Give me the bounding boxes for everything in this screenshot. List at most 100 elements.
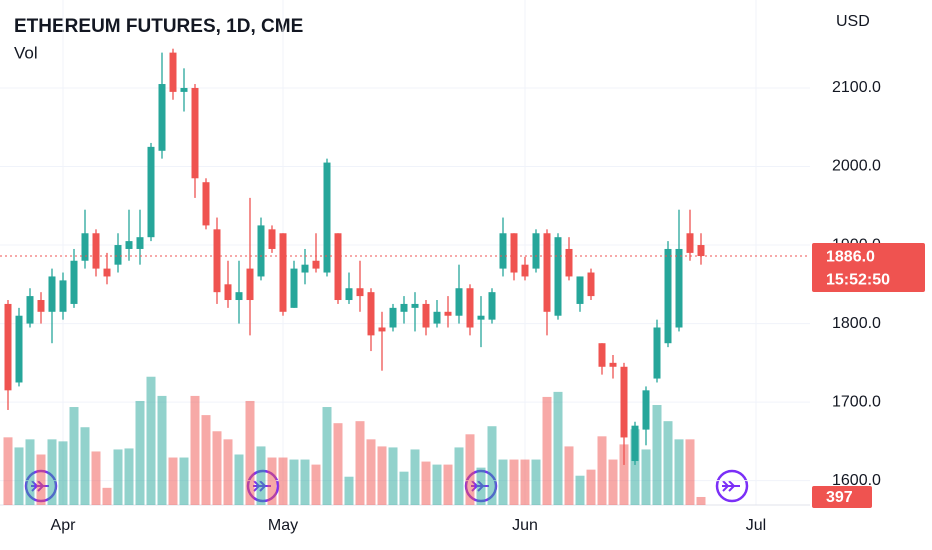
volume-bar xyxy=(135,400,145,505)
volume-bar xyxy=(388,447,398,505)
y-tick-label: 1700.0 xyxy=(832,393,881,410)
candle-body xyxy=(246,268,254,301)
candle-body xyxy=(169,52,177,92)
volume-bar xyxy=(366,439,376,505)
candle-body xyxy=(224,284,232,301)
candle-body xyxy=(147,146,155,238)
volume-bar xyxy=(80,427,90,505)
candle-body xyxy=(554,237,562,316)
volume-bar xyxy=(47,439,57,505)
candle-body xyxy=(400,303,408,312)
volume-bar xyxy=(322,407,332,505)
volume-bar xyxy=(663,421,673,505)
candle-body xyxy=(92,233,100,269)
volume-bar xyxy=(179,457,189,505)
volume-bar xyxy=(91,451,101,505)
candle-body xyxy=(367,292,375,336)
y-tick-label: 2100.0 xyxy=(832,79,881,96)
candle-body xyxy=(422,303,430,328)
candle-body xyxy=(70,260,78,304)
candle-body xyxy=(477,315,485,320)
event-marker[interactable] xyxy=(715,469,749,503)
volume-bar xyxy=(190,395,200,505)
candle-body xyxy=(543,233,551,312)
candle-body xyxy=(411,303,419,308)
candle-body xyxy=(158,84,166,151)
candle-body xyxy=(444,311,452,316)
volume-bar xyxy=(432,464,442,505)
candle-body xyxy=(37,300,45,312)
candle-body xyxy=(334,233,342,301)
candle-body xyxy=(257,225,265,277)
candle-body xyxy=(180,87,188,92)
volume-bar xyxy=(531,459,541,505)
candle-body xyxy=(609,362,617,367)
candle-body xyxy=(642,390,650,430)
candle-body xyxy=(576,276,584,304)
volume-bar xyxy=(575,475,585,505)
candle-body xyxy=(620,366,628,438)
volume-bar xyxy=(333,423,343,505)
candle-body xyxy=(290,268,298,308)
y-tick-label: 1600.0 xyxy=(832,472,881,489)
volume-bar xyxy=(344,476,354,505)
candle-body xyxy=(587,272,595,297)
volume-bar xyxy=(289,459,299,505)
candle-body xyxy=(4,303,12,391)
candle-body xyxy=(488,292,496,320)
candle-body xyxy=(653,327,661,379)
volume-bar xyxy=(3,437,13,505)
volume-bar xyxy=(487,426,497,505)
candle-body xyxy=(213,229,221,293)
volume-bar xyxy=(157,395,167,505)
chart-title: ETHEREUM FUTURES, 1D, CME xyxy=(14,16,303,37)
volume-bar xyxy=(124,448,134,505)
candle-body xyxy=(510,233,518,273)
x-tick-label: Apr xyxy=(51,517,77,534)
candle-body xyxy=(103,268,111,277)
volume-bar xyxy=(465,434,475,505)
volume-bar xyxy=(454,447,464,505)
volume-bar xyxy=(311,464,321,505)
volume-bar xyxy=(245,400,255,505)
volume-bar xyxy=(267,457,277,505)
candle-body xyxy=(136,237,144,249)
candle-body xyxy=(125,241,133,249)
volume-bar xyxy=(520,459,530,505)
volume-bar xyxy=(619,444,629,505)
volume-bar xyxy=(443,464,453,505)
volume-bar xyxy=(564,446,574,505)
volume-bar xyxy=(377,446,387,505)
candle-body xyxy=(565,248,573,277)
candle-body xyxy=(312,260,320,269)
volume-bar xyxy=(685,439,695,505)
volume-value-label: 397 xyxy=(826,489,853,506)
candle-body xyxy=(235,292,243,301)
candle-body xyxy=(686,233,694,253)
candle-body xyxy=(114,245,122,265)
volume-bar xyxy=(630,429,640,505)
candle-body xyxy=(466,288,474,328)
volume-bar xyxy=(498,459,508,505)
candle-body xyxy=(301,264,309,273)
volume-label: Vol xyxy=(14,43,38,62)
volume-bar xyxy=(256,446,266,505)
volume-bar xyxy=(201,415,211,505)
volume-bar xyxy=(674,439,684,505)
volume-bar xyxy=(509,459,519,505)
candle-body xyxy=(389,307,397,328)
candle-body xyxy=(268,229,276,249)
candle-body xyxy=(433,311,441,324)
x-tick-label: Jul xyxy=(746,517,766,534)
volume-bar xyxy=(421,461,431,505)
candle-body xyxy=(345,288,353,301)
last-price-box xyxy=(812,243,925,293)
x-tick-label: May xyxy=(268,517,298,534)
candle-body xyxy=(191,87,199,179)
volume-bar xyxy=(102,487,112,505)
candle-body xyxy=(202,182,210,226)
candle-body xyxy=(378,327,386,332)
volume-bar xyxy=(69,407,79,505)
candle-body xyxy=(598,343,606,367)
